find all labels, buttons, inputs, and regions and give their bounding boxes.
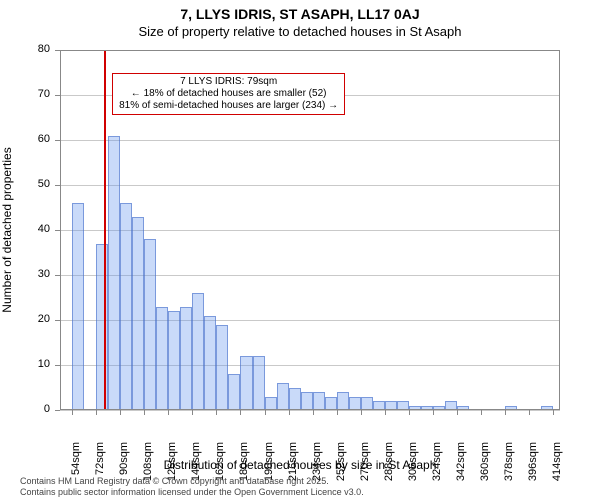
- chart-title-line1: 7, LLYS IDRIS, ST ASAPH, LL17 0AJ: [0, 6, 600, 22]
- gridline: [60, 410, 560, 411]
- histogram-bar: [180, 307, 192, 411]
- ytick-mark: [55, 95, 60, 96]
- ytick-mark: [55, 275, 60, 276]
- marker-line: [104, 50, 106, 410]
- annotation-box: 7 LLYS IDRIS: 79sqm← 18% of detached hou…: [112, 73, 345, 115]
- xtick-mark: [433, 410, 434, 415]
- footer-line2: Contains public sector information licen…: [20, 487, 364, 498]
- xtick-mark: [361, 410, 362, 415]
- ytick-mark: [55, 140, 60, 141]
- histogram-bar: [313, 392, 325, 410]
- histogram-bar: [265, 397, 277, 411]
- histogram-bar: [361, 397, 373, 411]
- histogram-bar: [168, 311, 180, 410]
- xtick-mark: [481, 410, 482, 415]
- ytick-label: 40: [0, 223, 50, 235]
- gridline: [60, 50, 560, 51]
- ytick-label: 30: [0, 268, 50, 280]
- xtick-mark: [120, 410, 121, 415]
- ytick-mark: [55, 410, 60, 411]
- gridline: [60, 140, 560, 141]
- ytick-label: 50: [0, 178, 50, 190]
- xtick-mark: [240, 410, 241, 415]
- ytick-label: 70: [0, 88, 50, 100]
- histogram-bar: [505, 406, 517, 411]
- xtick-mark: [265, 410, 266, 415]
- ytick-label: 10: [0, 358, 50, 370]
- histogram-bar: [144, 239, 156, 410]
- gridline: [60, 185, 560, 186]
- xtick-mark: [385, 410, 386, 415]
- histogram-bar: [204, 316, 216, 411]
- histogram-bar: [289, 388, 301, 411]
- histogram-bar: [120, 203, 132, 410]
- footer-text: Contains HM Land Registry data © Crown c…: [20, 476, 364, 498]
- annotation-line3: 81% of semi-detached houses are larger (…: [119, 100, 338, 112]
- xtick-mark: [96, 410, 97, 415]
- chart-container: 7, LLYS IDRIS, ST ASAPH, LL17 0AJ Size o…: [0, 0, 600, 500]
- histogram-bar: [325, 397, 337, 411]
- ytick-label: 0: [0, 403, 50, 415]
- xtick-mark: [144, 410, 145, 415]
- histogram-bar: [192, 293, 204, 410]
- footer-line1: Contains HM Land Registry data © Crown c…: [20, 476, 364, 487]
- histogram-bar: [385, 401, 397, 410]
- histogram-bar: [240, 356, 252, 410]
- histogram-bar: [301, 392, 313, 410]
- xtick-mark: [192, 410, 193, 415]
- xtick-mark: [529, 410, 530, 415]
- xtick-mark: [168, 410, 169, 415]
- histogram-bar: [349, 397, 361, 411]
- histogram-bar: [373, 401, 385, 410]
- ytick-mark: [55, 185, 60, 186]
- histogram-bar: [228, 374, 240, 410]
- plot-area: 7 LLYS IDRIS: 79sqm← 18% of detached hou…: [60, 50, 560, 410]
- ytick-label: 60: [0, 133, 50, 145]
- xtick-mark: [337, 410, 338, 415]
- xtick-mark: [313, 410, 314, 415]
- ytick-mark: [55, 365, 60, 366]
- histogram-bar: [156, 307, 168, 411]
- ytick-label: 20: [0, 313, 50, 325]
- histogram-bar: [277, 383, 289, 410]
- xtick-mark: [72, 410, 73, 415]
- xtick-mark: [553, 410, 554, 415]
- histogram-bar: [132, 217, 144, 411]
- histogram-bar: [445, 401, 457, 410]
- ytick-mark: [55, 50, 60, 51]
- histogram-bar: [337, 392, 349, 410]
- histogram-bar: [72, 203, 84, 410]
- ytick-mark: [55, 230, 60, 231]
- xtick-mark: [457, 410, 458, 415]
- xtick-mark: [216, 410, 217, 415]
- xtick-mark: [289, 410, 290, 415]
- chart-title-line2: Size of property relative to detached ho…: [0, 24, 600, 39]
- ytick-label: 80: [0, 43, 50, 55]
- x-axis-label: Distribution of detached houses by size …: [0, 458, 600, 472]
- histogram-bar: [216, 325, 228, 411]
- xtick-mark: [505, 410, 506, 415]
- histogram-bar: [253, 356, 265, 410]
- histogram-bar: [541, 406, 553, 411]
- histogram-bar: [421, 406, 433, 411]
- histogram-bar: [397, 401, 409, 410]
- histogram-bar: [433, 406, 445, 411]
- xtick-mark: [409, 410, 410, 415]
- histogram-bar: [457, 406, 469, 411]
- histogram-bar: [409, 406, 421, 411]
- annotation-line2: ← 18% of detached houses are smaller (52…: [119, 88, 338, 100]
- ytick-mark: [55, 320, 60, 321]
- annotation-line1: 7 LLYS IDRIS: 79sqm: [119, 76, 338, 88]
- histogram-bar: [108, 136, 120, 411]
